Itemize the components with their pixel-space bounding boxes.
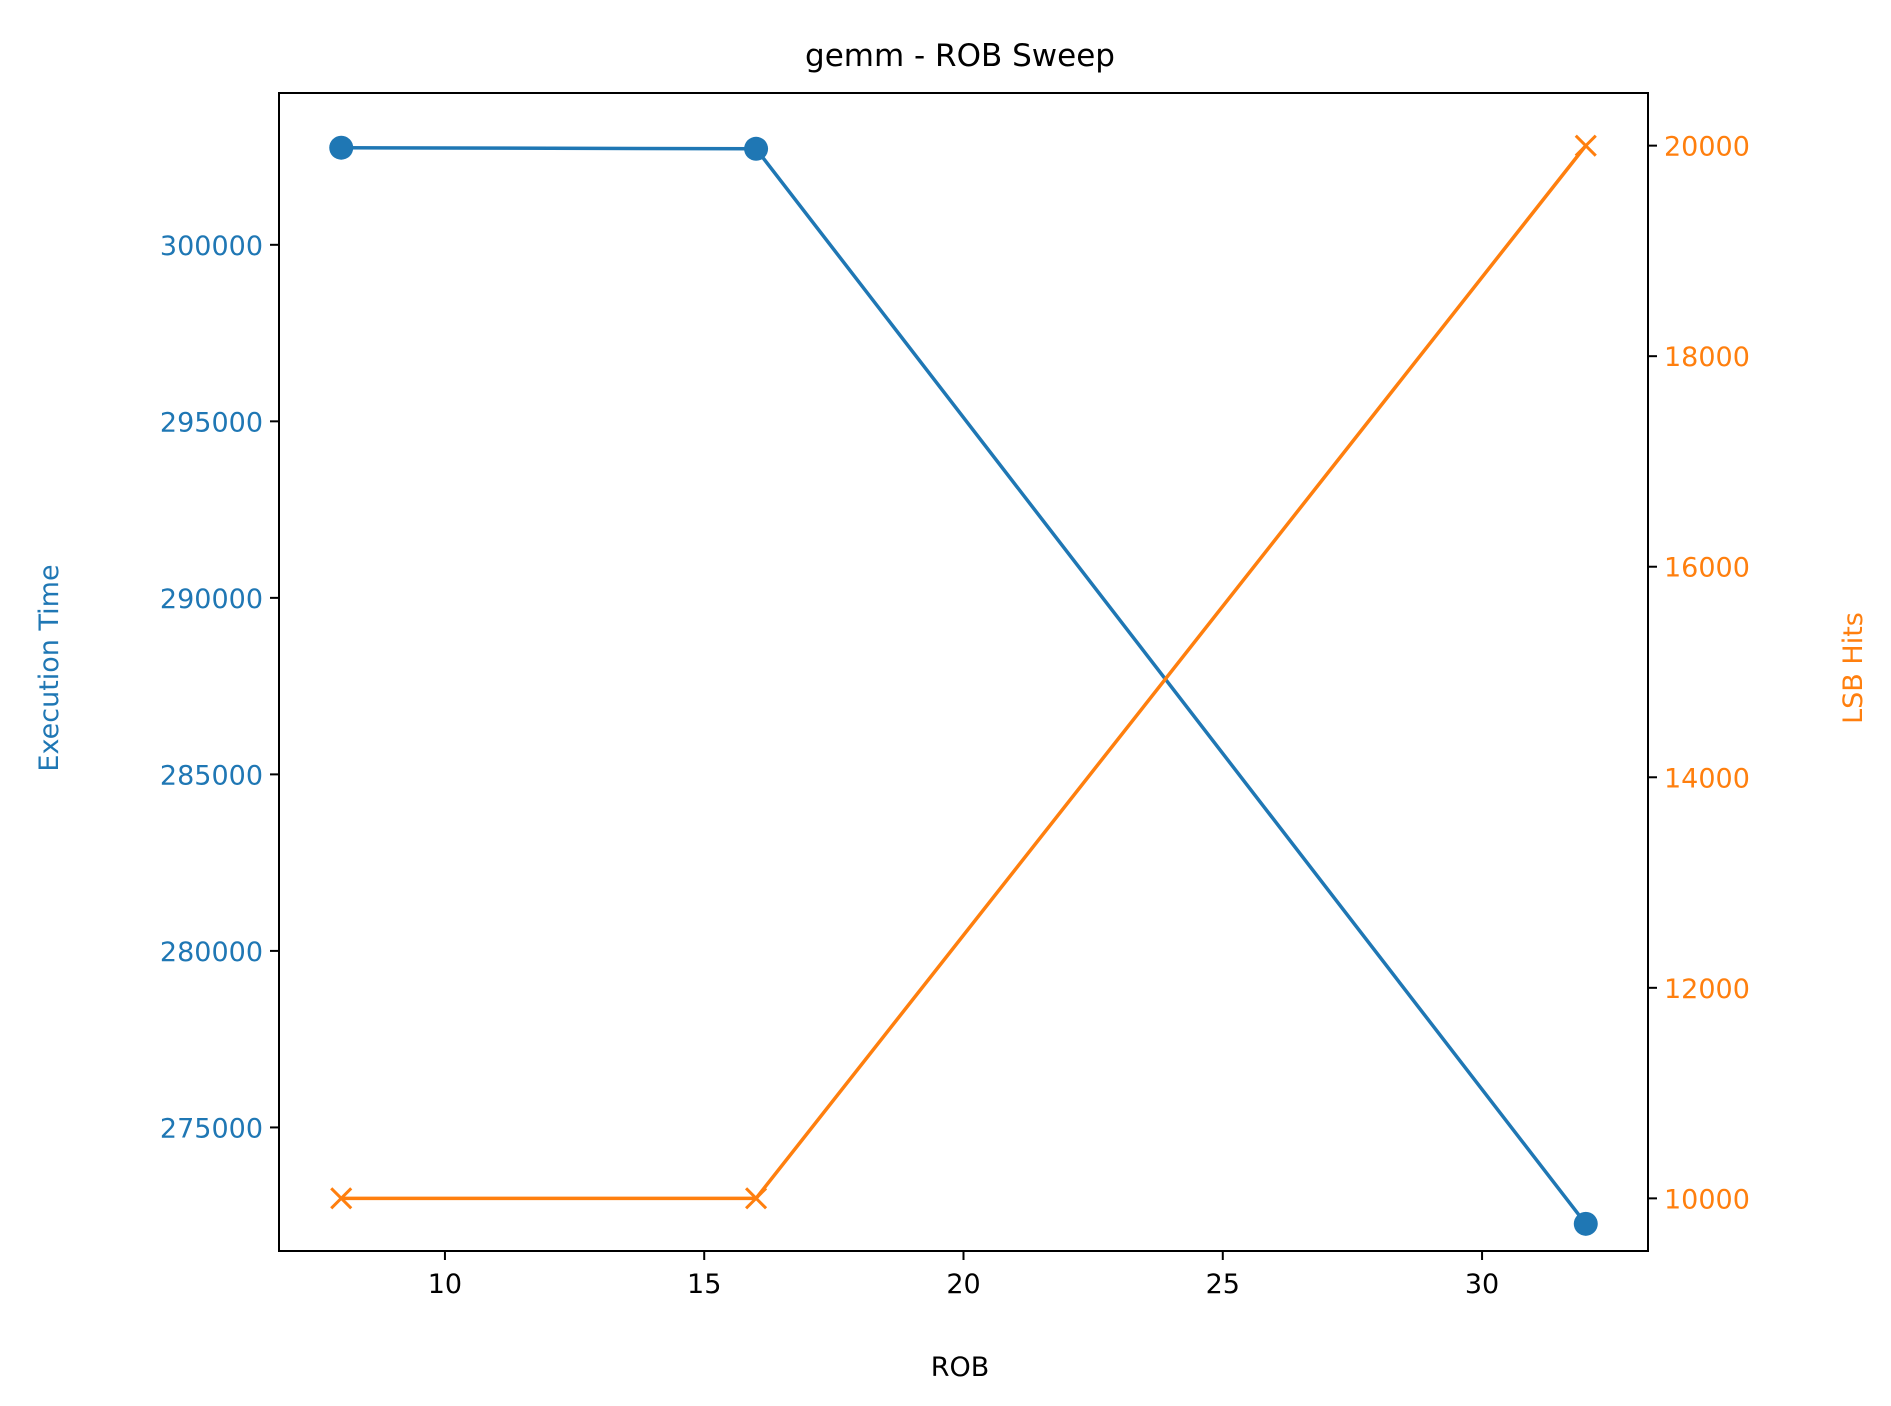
x-tick-label: 15 — [687, 1269, 721, 1300]
y-right-tick-label: 14000 — [1664, 763, 1750, 794]
series-right-point — [330, 1187, 353, 1210]
series-left-point — [1573, 1211, 1598, 1236]
series-right-point — [1574, 134, 1597, 157]
y-right-tick-label: 18000 — [1664, 342, 1750, 373]
series-left-point — [744, 136, 769, 161]
y-right-tick-label: 10000 — [1664, 1184, 1750, 1215]
y-left-tick-label: 275000 — [160, 1113, 263, 1144]
x-tick-label: 10 — [428, 1269, 462, 1300]
y-left-tick-label: 280000 — [160, 937, 263, 968]
y-left-tick-label: 290000 — [160, 584, 263, 615]
y-axis-left-label: Execution Time — [34, 564, 65, 771]
x-tick-label: 20 — [946, 1269, 980, 1300]
x-axis-label: ROB — [931, 1352, 990, 1383]
series-right-point — [745, 1187, 768, 1210]
chart-title: gemm - ROB Sweep — [805, 38, 1115, 74]
y-left-tick-label: 300000 — [160, 231, 263, 262]
y-axis-right-label: LSB Hits — [1838, 612, 1869, 724]
axes-layer: 10 15 20 25 30 275000 280000 285000 290000 295000… — [160, 92, 1750, 1300]
x-tick-label: 25 — [1206, 1269, 1240, 1300]
y-right-tick-label: 12000 — [1664, 974, 1750, 1005]
y-left-tick-label: 295000 — [160, 407, 263, 438]
y-left-tick-label: 285000 — [160, 760, 263, 791]
x-tick-label: 30 — [1465, 1269, 1499, 1300]
series-layer — [329, 134, 1598, 1236]
y-right-tick-label: 16000 — [1664, 553, 1750, 584]
series-left-point — [329, 135, 354, 160]
y-right-tick-label: 20000 — [1664, 132, 1750, 163]
